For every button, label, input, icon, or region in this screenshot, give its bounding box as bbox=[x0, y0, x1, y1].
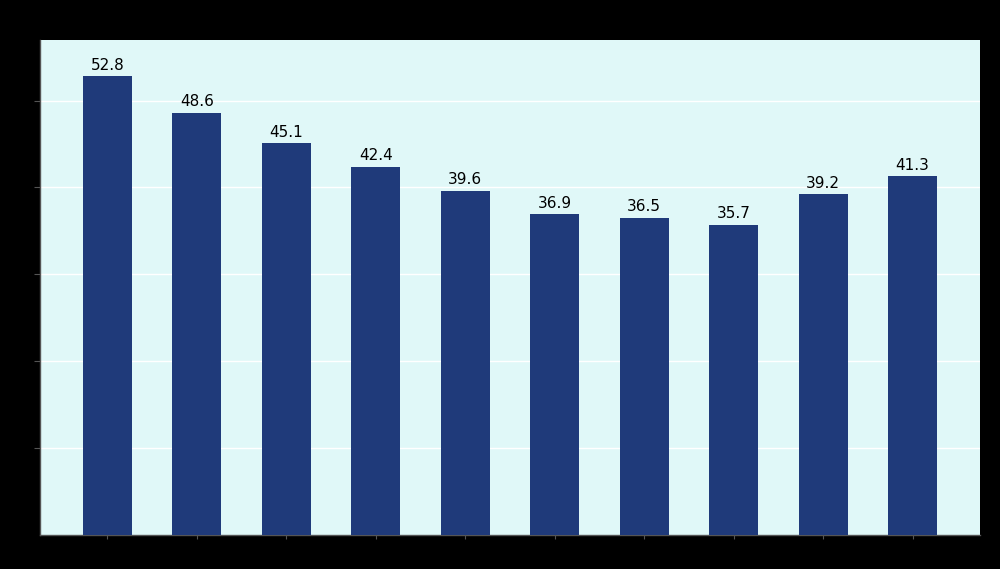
Text: 35.7: 35.7 bbox=[717, 207, 751, 221]
Text: 39.2: 39.2 bbox=[806, 176, 840, 191]
Bar bbox=[620, 218, 669, 535]
Bar bbox=[351, 167, 400, 535]
Bar bbox=[441, 191, 490, 535]
Text: 36.9: 36.9 bbox=[538, 196, 572, 211]
Text: 36.5: 36.5 bbox=[627, 199, 661, 215]
Text: 39.6: 39.6 bbox=[448, 172, 482, 187]
Bar bbox=[799, 195, 848, 535]
Bar bbox=[709, 225, 758, 535]
Text: 45.1: 45.1 bbox=[269, 125, 303, 140]
Bar bbox=[83, 76, 132, 535]
Text: 48.6: 48.6 bbox=[180, 94, 214, 109]
Text: 42.4: 42.4 bbox=[359, 148, 393, 163]
Text: 41.3: 41.3 bbox=[896, 158, 930, 173]
Text: 52.8: 52.8 bbox=[90, 58, 124, 73]
Bar bbox=[172, 113, 221, 535]
Bar bbox=[262, 143, 311, 535]
Bar bbox=[530, 215, 579, 535]
Bar bbox=[888, 176, 937, 535]
